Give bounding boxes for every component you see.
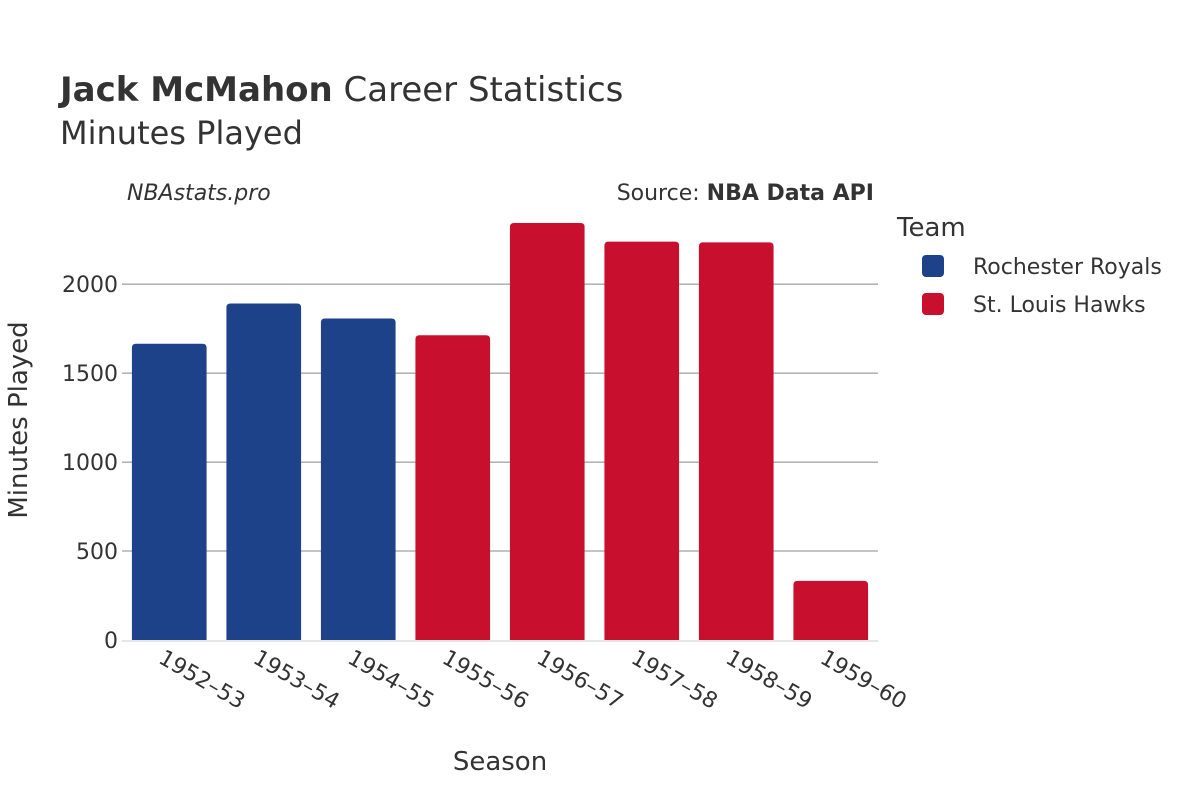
- x-tick-label: 1958–59: [721, 646, 816, 715]
- bar-1954–55[interactable]: [320, 318, 396, 640]
- legend-label[interactable]: St. Louis Hawks: [973, 293, 1146, 318]
- y-tick-label: 1500: [62, 362, 118, 387]
- source-prefix: Source:: [617, 181, 707, 206]
- y-axis-title: Minutes Played: [4, 321, 34, 518]
- chart-title: Jack McMahon Career Statistics: [58, 70, 623, 110]
- bar-1959–60[interactable]: [793, 580, 869, 640]
- chart-title-name: Jack McMahon: [58, 70, 333, 110]
- x-tick-label: 1956–57: [532, 646, 627, 715]
- legend-label[interactable]: Rochester Royals: [973, 255, 1162, 280]
- bar-1952–53[interactable]: [131, 343, 207, 640]
- x-axis-ticks: 1952–53 1953–54 1954–55 1955–56 1956–57 1957–…: [154, 646, 910, 715]
- y-tick-label: 500: [76, 540, 118, 565]
- bar-1958–59[interactable]: [698, 242, 774, 640]
- bar-1955–56[interactable]: [415, 335, 491, 640]
- legend-title: Team: [896, 213, 966, 243]
- y-tick-label: 0: [104, 629, 118, 654]
- y-tick-label: 1000: [62, 451, 118, 476]
- x-tick-label: 1957–58: [627, 646, 722, 715]
- x-tick-label: 1955–56: [438, 646, 533, 715]
- site-credit: NBAstats.pro: [127, 181, 271, 206]
- bars: [131, 222, 869, 641]
- chart-title-rest: Career Statistics: [333, 70, 624, 110]
- legend-items: Rochester Royals St. Louis Hawks: [922, 255, 1162, 318]
- x-axis-title: Season: [453, 747, 547, 777]
- source-credit: Source: NBA Data API: [617, 181, 874, 206]
- source-name: NBA Data API: [707, 181, 874, 206]
- bar-1956–57[interactable]: [509, 222, 585, 641]
- chart-subtitle: Minutes Played: [60, 114, 303, 152]
- x-tick-label: 1954–55: [343, 646, 438, 715]
- x-tick-label: 1959–60: [816, 646, 911, 715]
- x-tick-label: 1953–54: [249, 646, 344, 715]
- legend-swatch[interactable]: [922, 255, 944, 277]
- y-axis-ticks: 0 500 1000 1500 2000: [62, 273, 118, 654]
- legend-swatch[interactable]: [922, 293, 944, 315]
- bar-1957–58[interactable]: [604, 241, 680, 640]
- legend: Team Rochester Royals St. Louis Hawks: [896, 213, 1162, 318]
- bar-1953–54[interactable]: [226, 303, 302, 640]
- y-tick-label: 2000: [62, 273, 118, 298]
- x-tick-label: 1952–53: [154, 646, 249, 715]
